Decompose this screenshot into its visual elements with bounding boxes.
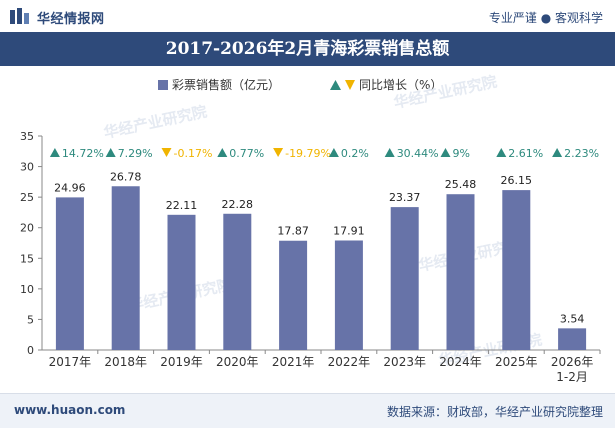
bar-value-label: 23.37	[389, 191, 421, 204]
growth-label: 9%	[453, 147, 470, 160]
x-tick-label: 2020年	[216, 355, 259, 369]
growth-label: -19.79%	[285, 147, 331, 160]
y-tick-label: 5	[27, 313, 34, 326]
svg-text:华经产业研究院: 华经产业研究院	[102, 102, 208, 141]
y-tick-label: 25	[20, 191, 34, 204]
bar	[279, 240, 308, 350]
bar-value-label: 26.78	[110, 170, 142, 183]
y-tick-label: 35	[20, 130, 34, 143]
footer-source: 数据来源：财政部，华经产业研究院整理	[386, 405, 603, 419]
growth-label: 30.44%	[397, 147, 439, 160]
bar-value-label: 24.96	[54, 181, 86, 194]
x-tick-label: 2026年 1-2月	[551, 355, 594, 384]
bar	[111, 186, 140, 350]
legend-swatch-sales	[158, 80, 168, 90]
top-bar: 华经情报网 专业严谨 ● 客观科学	[0, 0, 615, 32]
growth-up-triangle-icon	[440, 148, 451, 157]
tagline: 专业严谨 ● 客观科学	[488, 11, 603, 25]
growth-up-triangle-icon	[328, 148, 339, 157]
growth-label: 2.61%	[508, 147, 543, 160]
bar	[223, 213, 252, 350]
bar-value-label: 26.15	[501, 174, 533, 187]
x-tick-label: 2025年	[495, 355, 538, 369]
growth-up-triangle-icon	[384, 148, 395, 157]
brand-logo-icon	[10, 8, 29, 24]
chart: 彩票销售额（亿元） 同比增长（%） 华经产业研究院 华经产业研究院 华经产业研究院…	[20, 72, 601, 384]
legend-label-growth: 同比增长（%）	[359, 78, 442, 92]
bar-value-label: 25.48	[445, 178, 477, 191]
bars: 24.96 26.78 22.11 22.28 17.87 17.91 23.37 25.48…	[54, 170, 587, 350]
x-tick-label: 2024年	[439, 355, 482, 369]
growth-label: 0.2%	[341, 147, 369, 160]
legend-label-sales: 彩票销售额（亿元）	[172, 77, 280, 92]
growth-label: 7.29%	[118, 147, 153, 160]
legend: 彩票销售额（亿元） 同比增长（%）	[158, 77, 442, 92]
x-tick-label: 2019年	[160, 355, 203, 369]
growth-down-triangle-icon	[273, 148, 284, 157]
bar	[558, 328, 587, 350]
growth-label: 0.77%	[229, 147, 264, 160]
growth-down-triangle-icon	[161, 148, 172, 157]
bar	[167, 214, 196, 350]
bar-value-label: 22.28	[222, 198, 254, 211]
bar	[334, 240, 363, 350]
growth-up-triangle-icon	[49, 148, 60, 157]
legend-down-triangle-icon	[345, 80, 355, 90]
growth-labels: 14.72% 7.29% -0.17% 0.77% -19.79% 0.2% 30.44% 9…	[49, 147, 599, 160]
x-tick-label: 2017年	[49, 355, 92, 369]
x-tick-label: 2022年	[328, 355, 371, 369]
y-tick-label: 20	[20, 222, 34, 235]
bar-value-label: 17.87	[277, 225, 309, 238]
chart-title: 2017-2026年2月青海彩票销售总额	[165, 39, 450, 59]
growth-up-triangle-icon	[552, 148, 563, 157]
growth-label: 14.72%	[62, 147, 104, 160]
x-tick-label: 2018年	[104, 355, 147, 369]
x-tick-label: 2021年	[272, 355, 315, 369]
bar-value-label: 3.54	[560, 312, 585, 325]
bar	[55, 197, 84, 350]
legend-up-triangle-icon	[330, 80, 341, 90]
bar-value-label: 17.91	[333, 224, 365, 237]
y-tick-label: 30	[20, 161, 34, 174]
growth-up-triangle-icon	[217, 148, 228, 157]
bar	[446, 194, 475, 350]
y-tick-label: 15	[20, 252, 34, 265]
bar-value-label: 22.11	[166, 199, 198, 212]
growth-label: 2.23%	[564, 147, 599, 160]
growth-up-triangle-icon	[105, 148, 116, 157]
footer-url: www.huaon.com	[14, 403, 126, 417]
y-tick-label: 10	[20, 283, 34, 296]
title-bar: 2017-2026年2月青海彩票销售总额	[0, 32, 615, 66]
brand-name: 华经情报网	[37, 12, 105, 27]
bar	[390, 207, 419, 350]
y-tick-label: 0	[27, 344, 34, 357]
footer: www.huaon.com 数据来源：财政部，华经产业研究院整理	[0, 393, 615, 428]
x-tick-label: 2023年	[383, 355, 426, 369]
growth-up-triangle-icon	[496, 148, 507, 157]
growth-label: -0.17%	[174, 147, 213, 160]
bar	[502, 190, 531, 350]
